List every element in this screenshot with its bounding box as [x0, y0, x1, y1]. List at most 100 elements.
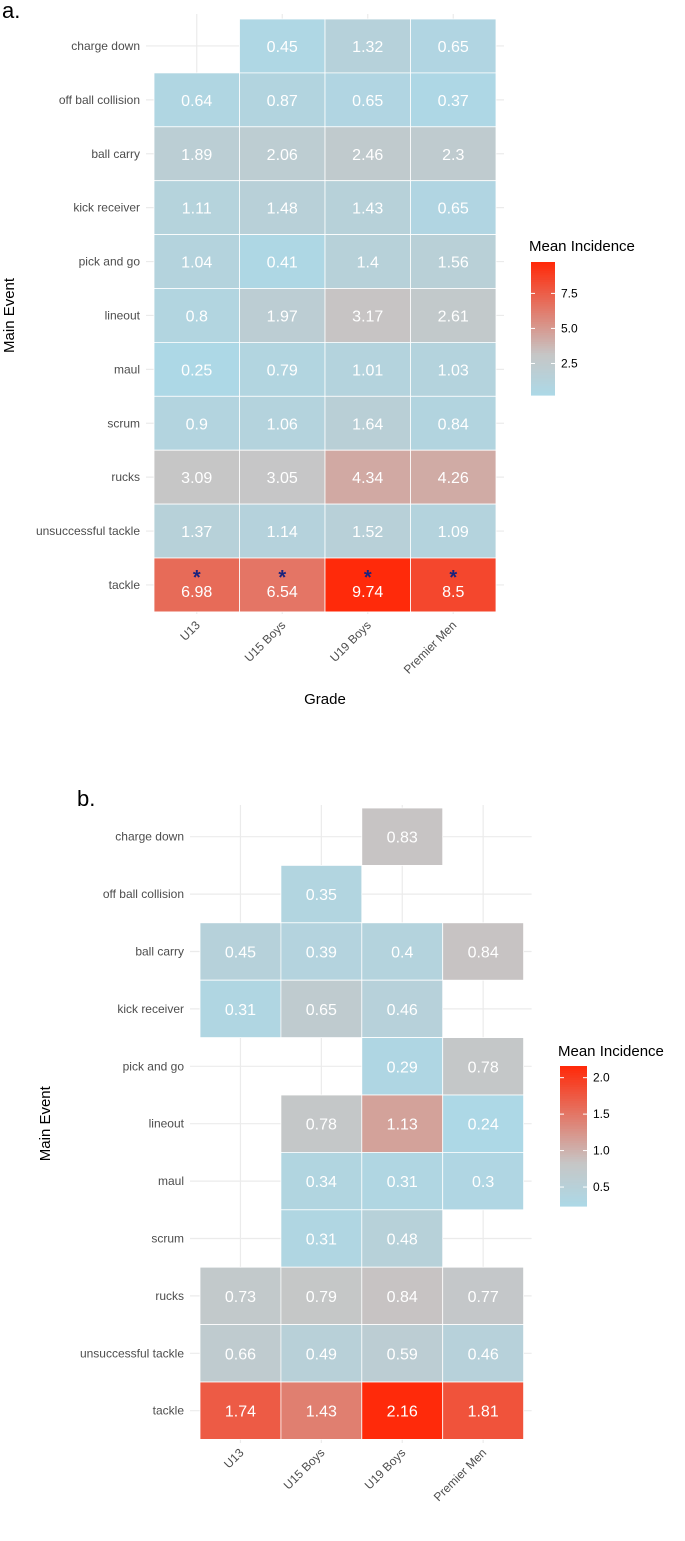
- y-tick-label: rucks: [111, 470, 140, 484]
- cell-value: 2.61: [438, 308, 469, 325]
- tile-pick-and-go-u19-boys: [324, 234, 411, 289]
- y-axis-title: Main Event: [37, 1085, 54, 1161]
- tile-rucks-u13: [153, 449, 240, 505]
- cell-value: 1.06: [267, 416, 298, 433]
- legend-gradient-step: [560, 1199, 587, 1202]
- tile-ball-carry-u15-boys: [239, 126, 326, 182]
- legend-gradient-step: [560, 1168, 587, 1172]
- legend-tick-label: 1.5: [593, 1107, 610, 1121]
- cell-value: 1.13: [387, 1117, 418, 1134]
- cell-value: 9.74: [352, 584, 383, 601]
- tile-unsuccessful-tackle-u15-boys: [239, 503, 326, 559]
- legend-gradient-step: [531, 321, 555, 325]
- legend-gradient-step: [531, 361, 555, 365]
- tile-ball-carry-premier-men: [410, 126, 497, 182]
- cell-value: 0.48: [387, 1232, 418, 1249]
- legend-gradient-step: [531, 330, 555, 334]
- legend-gradient-step: [560, 1161, 587, 1165]
- cell-value: 0.46: [468, 1346, 499, 1363]
- cell-value: 0.41: [267, 255, 298, 272]
- legend-gradient-step: [560, 1070, 587, 1074]
- cell-value: 0.37: [438, 93, 469, 110]
- tile-kick-receiver-u15-boys: [280, 979, 363, 1039]
- legend-gradient-step: [560, 1103, 587, 1107]
- legend-gradient-step: [560, 1140, 587, 1144]
- legend-gradient-step: [531, 381, 555, 385]
- legend-gradient-step: [531, 315, 555, 319]
- cell-value: 3.09: [181, 470, 212, 487]
- y-tick-label: lineout: [105, 308, 141, 322]
- y-tick-label: pick and go: [79, 255, 141, 269]
- legend-gradient-step: [560, 1138, 587, 1142]
- cell-value: 0.84: [387, 1289, 418, 1306]
- cell-value: 4.26: [438, 470, 469, 487]
- tile-rucks-u15-boys: [239, 449, 326, 505]
- tile-lineout-premier-men: [410, 288, 497, 343]
- legend-gradient-step: [531, 375, 555, 378]
- y-axis-title: Main Event: [1, 277, 18, 353]
- tile-scrum-u13: [153, 395, 240, 451]
- legend-gradient-step: [531, 366, 555, 369]
- legend-gradient-step: [560, 1173, 587, 1177]
- panel-label: b.: [77, 786, 95, 811]
- legend-tick-label: 5.0: [561, 321, 578, 335]
- cell-value: 1.48: [267, 201, 298, 218]
- tile-scrum-premier-men: [410, 395, 497, 451]
- tile-kick-receiver-u13: [199, 979, 282, 1039]
- legend-gradient-step: [531, 317, 555, 321]
- cell-value: 2.46: [352, 147, 383, 164]
- y-tick-label: off ball collision: [103, 887, 184, 901]
- cell-value: 0.65: [352, 93, 383, 110]
- y-tick-label: tackle: [109, 578, 141, 592]
- legend-gradient-step: [531, 277, 555, 281]
- cell-value: 0.73: [225, 1289, 256, 1306]
- cell-value: 0.46: [387, 1002, 418, 1019]
- legend-gradient-step: [560, 1201, 587, 1205]
- tile-off-ball-collision-u13: [153, 72, 240, 128]
- legend-gradient-step: [531, 383, 555, 387]
- legend-gradient-step: [531, 332, 555, 336]
- legend-gradient-step: [531, 388, 555, 392]
- legend-gradient-step: [531, 295, 555, 299]
- cell-value: 0.84: [468, 945, 499, 962]
- cell-value: 0.25: [181, 362, 212, 379]
- x-tick-label: U19 Boys: [327, 618, 374, 665]
- legend-gradient-step: [560, 1182, 587, 1186]
- legend-gradient-step: [531, 357, 555, 361]
- legend-gradient-step: [531, 370, 555, 374]
- legend-gradient-step: [560, 1126, 587, 1130]
- tile-unsuccessful-tackle-u19-boys: [324, 503, 411, 559]
- legend-gradient-step: [531, 275, 555, 279]
- y-tick-label: off ball collision: [59, 93, 140, 107]
- cell-value: 1.14: [267, 524, 298, 541]
- tile-scrum-u15-boys: [280, 1209, 363, 1268]
- cell-value: 1.89: [181, 147, 212, 164]
- legend-tick-label: 1.0: [593, 1144, 610, 1158]
- y-tick-label: kick receiver: [73, 201, 140, 215]
- cell-value: 1.43: [352, 201, 383, 218]
- tile-ball-carry-premier-men: [442, 922, 525, 981]
- tile-charge-down-u15-boys: [239, 18, 326, 74]
- legend-title: Mean Incidence: [529, 238, 635, 255]
- legend-gradient-step: [531, 268, 555, 272]
- y-tick-label: charge down: [115, 830, 184, 844]
- legend-gradient-step: [531, 359, 555, 363]
- y-tick-label: charge down: [71, 39, 140, 53]
- legend-gradient-step: [531, 355, 555, 358]
- cell-value: 1.32: [352, 39, 383, 56]
- legend-gradient-step: [560, 1124, 587, 1128]
- legend-gradient-step: [531, 301, 555, 305]
- legend-gradient-step: [531, 379, 555, 383]
- cell-value: 1.74: [225, 1404, 256, 1421]
- y-tick-label: scrum: [107, 416, 140, 430]
- significance-marker: *: [364, 567, 372, 589]
- x-tick-label: U15 Boys: [281, 1446, 328, 1493]
- legend-gradient-step: [531, 341, 555, 345]
- cell-value: 0.8: [186, 308, 208, 325]
- legend-gradient-step: [531, 290, 555, 294]
- cell-value: 0.34: [306, 1174, 337, 1191]
- legend-gradient-step: [531, 372, 555, 376]
- legend-gradient-step: [531, 306, 555, 310]
- tile-charge-down-u19-boys: [361, 807, 444, 866]
